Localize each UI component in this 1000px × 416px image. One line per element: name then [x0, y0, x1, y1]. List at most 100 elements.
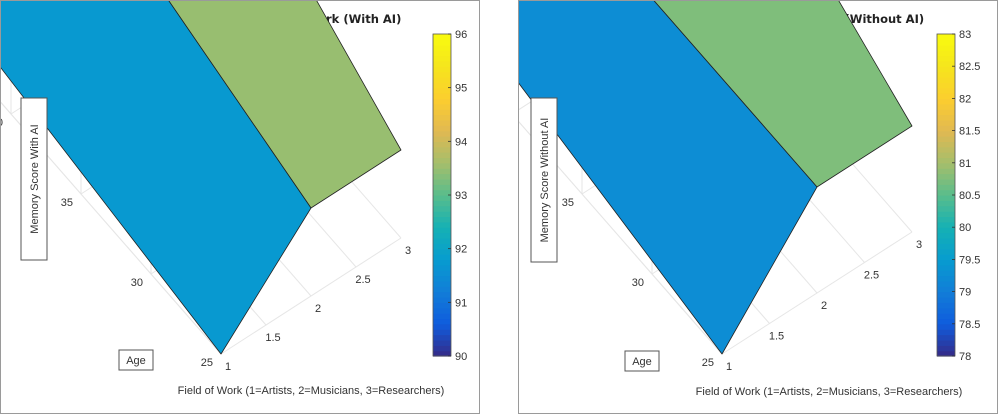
colorbar-segment	[937, 87, 955, 94]
colorbar-segment	[433, 103, 451, 110]
colorbar-segment	[433, 323, 451, 330]
colorbar-segment	[433, 195, 451, 201]
x-tick-label: 1.5	[265, 332, 280, 344]
colorbar-segment	[433, 339, 451, 346]
colorbar-segment	[937, 152, 955, 159]
colorbar-segment	[937, 93, 955, 99]
colorbar-segment	[433, 270, 451, 277]
colorbar-segment	[433, 275, 451, 282]
colorbar-segment	[433, 184, 451, 191]
chart-with-ai: Memory Scores by Age and Field of Work (…	[0, 0, 480, 414]
surface-patch	[168, 1, 402, 209]
colorbar-segment	[433, 243, 451, 250]
colorbar-segment	[937, 141, 955, 148]
y-tick-label: 30	[632, 277, 644, 289]
colorbar-segment	[937, 109, 955, 116]
colorbar-segment	[433, 329, 451, 336]
colorbar-segment	[433, 286, 451, 293]
colorbar-segment	[433, 152, 451, 159]
colorbar-tick-label: 95	[455, 83, 467, 95]
colorbar-segment	[937, 173, 955, 180]
colorbar-tick-label: 81	[959, 158, 971, 170]
colorbar-segment	[937, 98, 955, 105]
y-tick-label: 35	[562, 197, 574, 209]
colorbar-segment	[433, 307, 451, 314]
colorbar-segment	[433, 237, 451, 244]
colorbar-segment	[937, 135, 955, 142]
z-axis-label: Memory Score Without AI	[539, 118, 551, 243]
colorbar-tick-label: 93	[455, 190, 467, 202]
y-axis-label: Age	[632, 356, 652, 368]
ylabel-box	[624, 350, 660, 372]
colorbar-segment	[433, 44, 451, 51]
colorbar-segment	[433, 264, 451, 271]
colorbar-segment	[937, 334, 955, 341]
colorbar-segment	[937, 259, 955, 266]
ylabel-box	[118, 349, 154, 371]
colorbar-segment	[433, 205, 451, 212]
colorbar-tick-label: 80	[959, 222, 971, 234]
colorbar-segment	[937, 103, 955, 110]
colorbar-segment	[433, 211, 451, 218]
colorbar-segment	[433, 302, 451, 309]
colorbar-segment	[937, 221, 955, 228]
chart-svg-without-ai: Memory Scores by Age and Field of Work (…	[519, 1, 980, 398]
colorbar-segment	[433, 232, 451, 239]
y-tick-label: 25	[702, 357, 714, 369]
colorbar-tick-label: 92	[455, 244, 467, 256]
colorbar-segment	[433, 345, 451, 352]
colorbar-segment	[433, 221, 451, 228]
x-tick-label: 2	[315, 303, 321, 315]
colorbar-tick-label: 80.5	[959, 190, 980, 202]
colorbar-segment	[433, 248, 451, 255]
colorbar-segment	[937, 350, 955, 357]
colorbar-segment	[433, 98, 451, 105]
colorbar-segment	[937, 157, 955, 164]
colorbar-tick-label: 78.5	[959, 319, 980, 331]
colorbar-segment	[937, 275, 955, 282]
colorbar-segment	[433, 318, 451, 325]
surface-patch	[653, 1, 913, 188]
colorbar-segment	[433, 334, 451, 341]
colorbar-segment	[433, 87, 451, 94]
chart-without-ai: Memory Scores by Age and Field of Work (…	[518, 0, 998, 414]
colorbar-segment	[937, 286, 955, 293]
colorbar-segment	[937, 60, 955, 67]
colorbar-segment	[433, 141, 451, 148]
colorbar-segment	[937, 189, 955, 196]
colorbar-segment	[433, 125, 451, 132]
colorbar-segment	[937, 114, 955, 121]
grid-line	[220, 237, 402, 355]
colorbar-tick-label: 78	[959, 351, 971, 363]
x-tick-label: 2.5	[355, 274, 370, 286]
colorbar-segment	[937, 55, 955, 62]
x-tick-label: 3	[916, 239, 922, 251]
colorbar-tick-label: 94	[455, 136, 467, 148]
grid-line	[721, 231, 913, 355]
y-tick-label: 40	[1, 117, 3, 129]
colorbar-segment	[937, 39, 955, 46]
colorbar-segment	[937, 291, 955, 298]
colorbar-segment	[937, 71, 955, 78]
colorbar-segment	[433, 130, 451, 137]
y-axis-label: Age	[126, 355, 146, 367]
colorbar-segment	[937, 162, 955, 169]
colorbar-segment	[433, 200, 451, 207]
colorbar-segment	[433, 93, 451, 99]
x-tick-label: 1.5	[769, 331, 784, 343]
colorbar-segment	[937, 313, 955, 320]
colorbar-segment	[433, 66, 451, 73]
colorbar-segment	[937, 227, 955, 234]
colorbar-segment	[433, 50, 451, 57]
colorbar-tick-label: 90	[455, 351, 467, 363]
colorbar-segment	[937, 168, 955, 175]
chart-svg-with-ai: Memory Scores by Age and Field of Work (…	[1, 1, 467, 397]
colorbar-segment	[433, 76, 451, 83]
x-tick-label: 2.5	[864, 270, 879, 282]
colorbar-segment	[433, 55, 451, 62]
zlabel-box	[530, 97, 558, 263]
colorbar-segment	[937, 323, 955, 330]
colorbar-segment	[937, 146, 955, 153]
colorbar-segment	[937, 318, 955, 325]
colorbar-tick-label: 96	[455, 29, 467, 41]
